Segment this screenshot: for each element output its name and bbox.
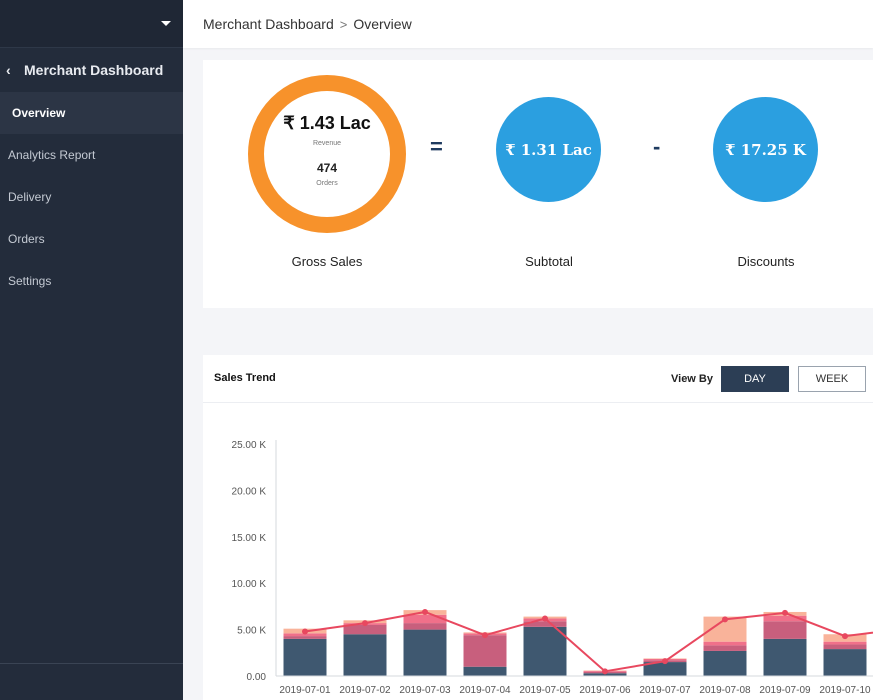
bar-segment (343, 634, 387, 676)
sidebar-item-label: Analytics Report (8, 148, 96, 162)
breadcrumb-separator-icon: > (339, 16, 348, 32)
discounts-amount: ₹ 17.25 K (725, 140, 806, 159)
chevron-left-icon: ‹ (6, 62, 11, 78)
caret-down-icon[interactable] (161, 21, 171, 26)
y-tick-label: 10.00 K (232, 579, 267, 590)
line-point (482, 632, 488, 639)
bar-segment (823, 641, 867, 645)
subtotal-circle: ₹ 1.31 Lac (496, 97, 601, 202)
view-by-day-button[interactable]: DAY (721, 366, 789, 392)
line-point (662, 658, 668, 665)
sidebar-item-label: Overview (12, 106, 66, 120)
line-point (602, 668, 608, 675)
minus-sign: - (653, 134, 661, 159)
bar-segment (703, 641, 747, 646)
x-tick-label: 2019-07-05 (519, 685, 571, 696)
line-point (542, 615, 548, 622)
bar-segment (583, 673, 627, 676)
view-by-week-button[interactable]: WEEK (798, 366, 866, 392)
x-tick-label: 2019-07-08 (699, 685, 751, 696)
sidebar-item-label: Settings (8, 274, 52, 288)
x-tick-label: 2019-07-07 (639, 685, 691, 696)
sales-trend-header: Sales Trend View By DAY WEEK (203, 355, 873, 403)
breadcrumb-root[interactable]: Merchant Dashboard (203, 16, 334, 32)
sidebar-item-delivery[interactable]: Delivery (0, 176, 183, 218)
y-tick-label: 25.00 K (232, 440, 267, 451)
bar-segment (763, 615, 807, 622)
subtotal-amount: ₹ 1.31 Lac (505, 140, 592, 159)
bar-segment (463, 666, 507, 676)
breadcrumb-current: Overview (353, 16, 412, 32)
subtotal-caption: Subtotal (525, 254, 573, 269)
sidebar-divider (0, 663, 183, 664)
sidebar: ‹ Merchant Dashboard Overview Analytics … (0, 0, 183, 700)
gross-sales-caption: Gross Sales (291, 254, 363, 269)
bar-segment (403, 614, 447, 624)
bar-segment (283, 633, 327, 637)
line-point (302, 628, 308, 635)
bar-segment (343, 624, 387, 635)
bar-segment (523, 626, 567, 676)
sidebar-top-bar (0, 0, 183, 48)
bar-segment (463, 635, 507, 667)
sidebar-back-label: Merchant Dashboard (24, 62, 164, 78)
discounts-caption: Discounts (737, 254, 795, 269)
sidebar-item-label: Orders (8, 232, 45, 246)
orders-label: Orders (316, 180, 338, 187)
view-by-label: View By (671, 373, 713, 385)
x-tick-label: 2019-07-03 (399, 685, 451, 696)
sidebar-item-settings[interactable]: Settings (0, 260, 183, 302)
line-point (422, 608, 428, 615)
bar-segment (643, 662, 687, 676)
x-tick-label: 2019-07-06 (579, 685, 631, 696)
line-point (842, 633, 848, 640)
bar-segment (763, 621, 807, 639)
sales-trend-card: Sales Trend View By DAY WEEK 0.00 5.00 K 1… (203, 355, 873, 700)
sidebar-item-overview[interactable]: Overview (0, 92, 183, 134)
orders-count: 474 (316, 161, 338, 175)
breadcrumb: Merchant Dashboard > Overview (183, 0, 873, 48)
sidebar-item-analytics-report[interactable]: Analytics Report (0, 134, 183, 176)
sales-trend-chart: 0.00 5.00 K 10.00 K 15.00 K 20.00 K 25.00 K 20… (232, 440, 873, 696)
equals-sign: = (430, 134, 443, 159)
x-tick-label: 2019-07-10 (819, 685, 871, 696)
sales-summary-card: ₹ 1.43 Lac Revenue 474 Orders Gross Sale… (203, 60, 873, 308)
x-tick-label: 2019-07-02 (339, 685, 391, 696)
line-point (722, 616, 728, 623)
bar-segment (283, 636, 327, 639)
bar-segment (823, 649, 867, 676)
bar-segment (403, 623, 447, 630)
bar-segment (403, 629, 447, 676)
line-point (362, 620, 368, 627)
bar-segment (283, 638, 327, 676)
y-tick-label: 15.00 K (232, 533, 267, 544)
sidebar-item-label: Delivery (8, 190, 52, 204)
sales-trend-title: Sales Trend (214, 372, 276, 384)
y-tick-label: 20.00 K (232, 486, 267, 497)
bar-segment (703, 650, 747, 676)
bar-segment (823, 644, 867, 650)
revenue-label: Revenue (312, 140, 342, 147)
y-tick-label: 5.00 K (237, 626, 266, 637)
bar-segment (703, 645, 747, 651)
sidebar-item-orders[interactable]: Orders (0, 218, 183, 260)
line-point (782, 609, 788, 616)
sidebar-back-merchant-dashboard[interactable]: ‹ Merchant Dashboard (0, 48, 183, 92)
x-tick-label: 2019-07-04 (459, 685, 511, 696)
discounts-circle: ₹ 17.25 K (713, 97, 818, 202)
bar-segment (763, 638, 807, 676)
x-tick-label: 2019-07-09 (759, 685, 811, 696)
bar-segment (523, 621, 567, 627)
gross-revenue-amount: ₹ 1.43 Lac (283, 113, 371, 133)
y-tick-label: 0.00 (247, 672, 267, 683)
gross-sales-donut: ₹ 1.43 Lac Revenue 474 Orders (248, 75, 406, 233)
x-tick-label: 2019-07-01 (279, 685, 331, 696)
